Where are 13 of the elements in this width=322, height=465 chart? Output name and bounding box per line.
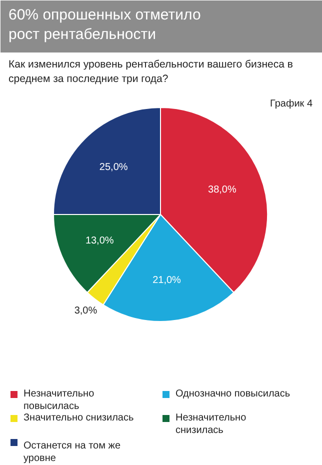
text: График 4 [270, 98, 313, 110]
legend-label: Незначительно снизилась [176, 412, 247, 436]
chart-subtitle: Как изменился уровень рентабельности вашего бизнеса в среднем за последние три года? [8, 58, 294, 85]
legend-label: Однозначно повысилась [176, 388, 290, 400]
data-label: 21,0% [152, 275, 182, 286]
chart-title: 60% опрошенных отметило рост рентабельности [8, 6, 201, 44]
legend-label: Останется на том же уровне [24, 440, 121, 464]
data-label: 25,0% [99, 162, 128, 174]
data-label: 38,0% [208, 184, 236, 196]
legend-label: Значительно снизилась [24, 412, 134, 424]
legend-label: Незначительно повысилась [24, 388, 95, 412]
data-label: 3,0% [74, 305, 98, 316]
data-label: 13,0% [85, 235, 114, 246]
